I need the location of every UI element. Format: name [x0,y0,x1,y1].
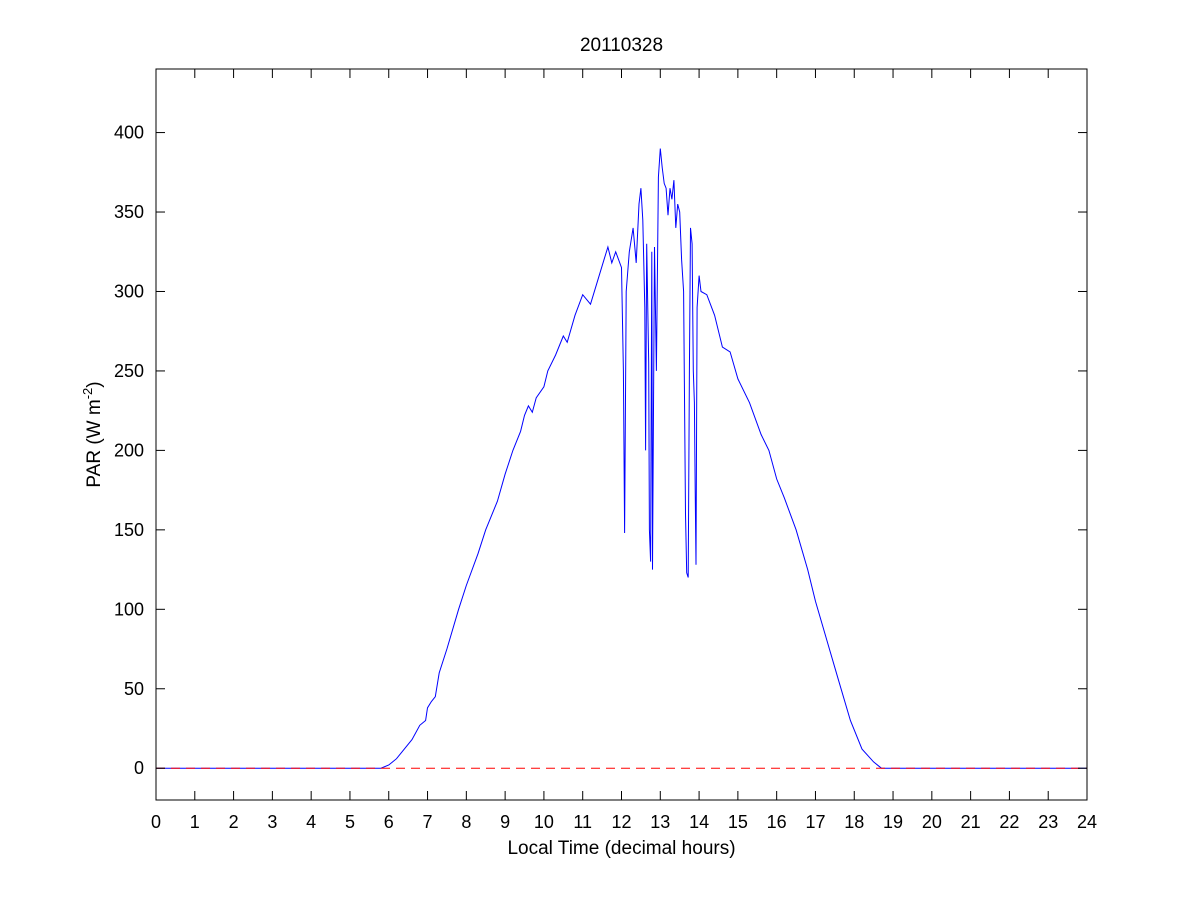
x-tick-label: 22 [999,812,1019,832]
x-tick-label: 15 [728,812,748,832]
y-tick-label: 200 [114,440,144,460]
x-tick-label: 14 [689,812,709,832]
x-tick-label: 1 [190,812,200,832]
y-axis-label: PAR (W m-2) [80,381,105,487]
x-tick-label: 21 [961,812,981,832]
x-tick-label: 9 [500,812,510,832]
x-tick-label: 17 [805,812,825,832]
y-tick-label: 350 [114,202,144,222]
y-tick-label: 300 [114,281,144,301]
y-tick-label: 0 [134,758,144,778]
y-axis-label-superscript: -2 [80,388,95,400]
x-tick-label: 18 [844,812,864,832]
x-tick-label: 5 [345,812,355,832]
y-axis-label-main: PAR (W m [84,399,105,487]
x-tick-label: 13 [650,812,670,832]
x-tick-label: 16 [767,812,787,832]
y-tick-label: 250 [114,361,144,381]
par-series-line [156,148,1087,769]
chart-title: 20110328 [580,35,663,56]
x-tick-label: 7 [423,812,433,832]
x-axis-label: Local Time (decimal hours) [507,838,735,859]
x-tick-label: 11 [573,812,592,832]
ticks-layer: 0 1 2 3 4 5 6 7 8 9 10 11 12 13 14 15 16 17 18 19 20 21 22 23 24… [114,69,1097,832]
y-tick-label: 50 [124,679,144,699]
x-tick-label: 12 [611,812,631,832]
y-tick-label: 100 [114,599,144,619]
x-tick-label: 20 [922,812,942,832]
x-tick-label: 8 [461,812,471,832]
x-tick-label: 23 [1038,812,1058,832]
x-tick-label: 2 [229,812,239,832]
x-tick-label: 24 [1077,812,1097,832]
x-tick-label: 3 [267,812,277,832]
plot-layer [156,148,1087,769]
x-tick-label: 0 [151,812,161,832]
x-tick-label: 4 [306,812,316,832]
y-tick-label: 400 [114,123,144,143]
y-tick-label: 150 [114,520,144,540]
x-tick-label: 19 [883,812,903,832]
x-tick-label: 10 [534,812,554,832]
y-axis-label-close: ) [84,381,105,387]
x-tick-label: 6 [384,812,394,832]
